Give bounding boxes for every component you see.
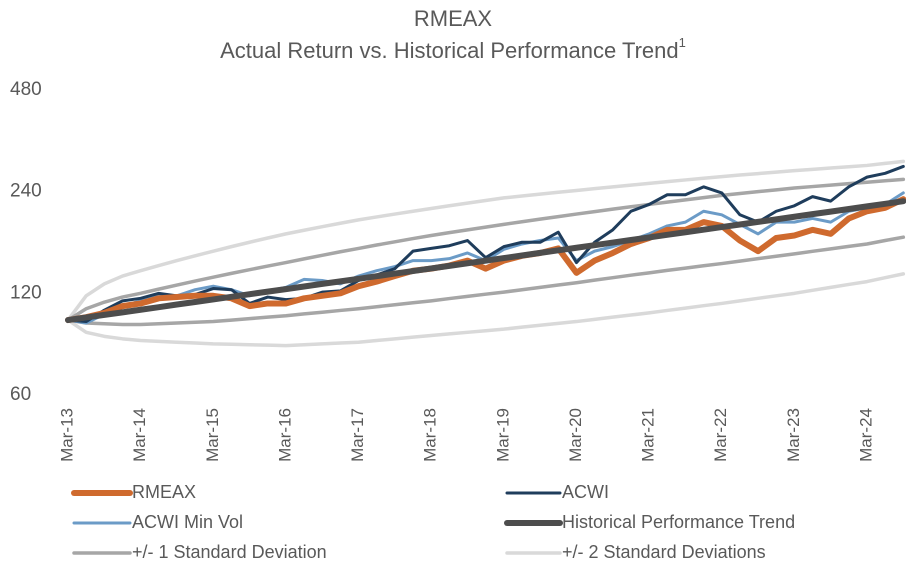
x-tick-label: Mar-22 [711, 408, 730, 462]
x-tick-label: Mar-13 [57, 408, 76, 462]
legend-label: ACWI Min Vol [132, 512, 243, 532]
band-line [66, 177, 906, 322]
y-tick-label: 120 [10, 282, 42, 303]
x-tick-label: Mar-21 [639, 408, 658, 462]
y-tick-label: 240 [10, 181, 42, 202]
legend-label: +/- 2 Standard Deviations [562, 542, 766, 562]
x-tick-label: Mar-18 [421, 408, 440, 462]
x-tick-label: Mar-24 [856, 408, 875, 462]
legend-label: +/- 1 Standard Deviation [132, 542, 327, 562]
x-tick-label: Mar-17 [348, 408, 367, 462]
y-tick-label: 60 [10, 384, 31, 405]
band-line [66, 272, 906, 348]
legend-label: RMEAX [132, 482, 196, 502]
legend-label: Historical Performance Trend [562, 512, 795, 532]
chart-title: RMEAX [414, 6, 493, 31]
x-tick-label: Mar-23 [784, 408, 803, 462]
subtitle-text: Actual Return vs. Historical Performance… [220, 38, 679, 63]
chart-subtitle: Actual Return vs. Historical Performance… [220, 35, 686, 62]
x-tick-label: Mar-16 [275, 408, 294, 462]
band-line [66, 235, 906, 327]
band-line [66, 159, 906, 322]
series-line [65, 196, 906, 324]
y-tick-label: 480 [10, 79, 42, 100]
legend-label: ACWI [562, 482, 609, 502]
x-tick-label: Mar-20 [566, 408, 585, 462]
x-tick-label: Mar-14 [130, 408, 149, 462]
x-tick-label: Mar-19 [493, 408, 512, 462]
x-tick-label: Mar-15 [203, 408, 222, 462]
subtitle-footnote: 1 [679, 35, 686, 50]
series-line [65, 198, 906, 324]
